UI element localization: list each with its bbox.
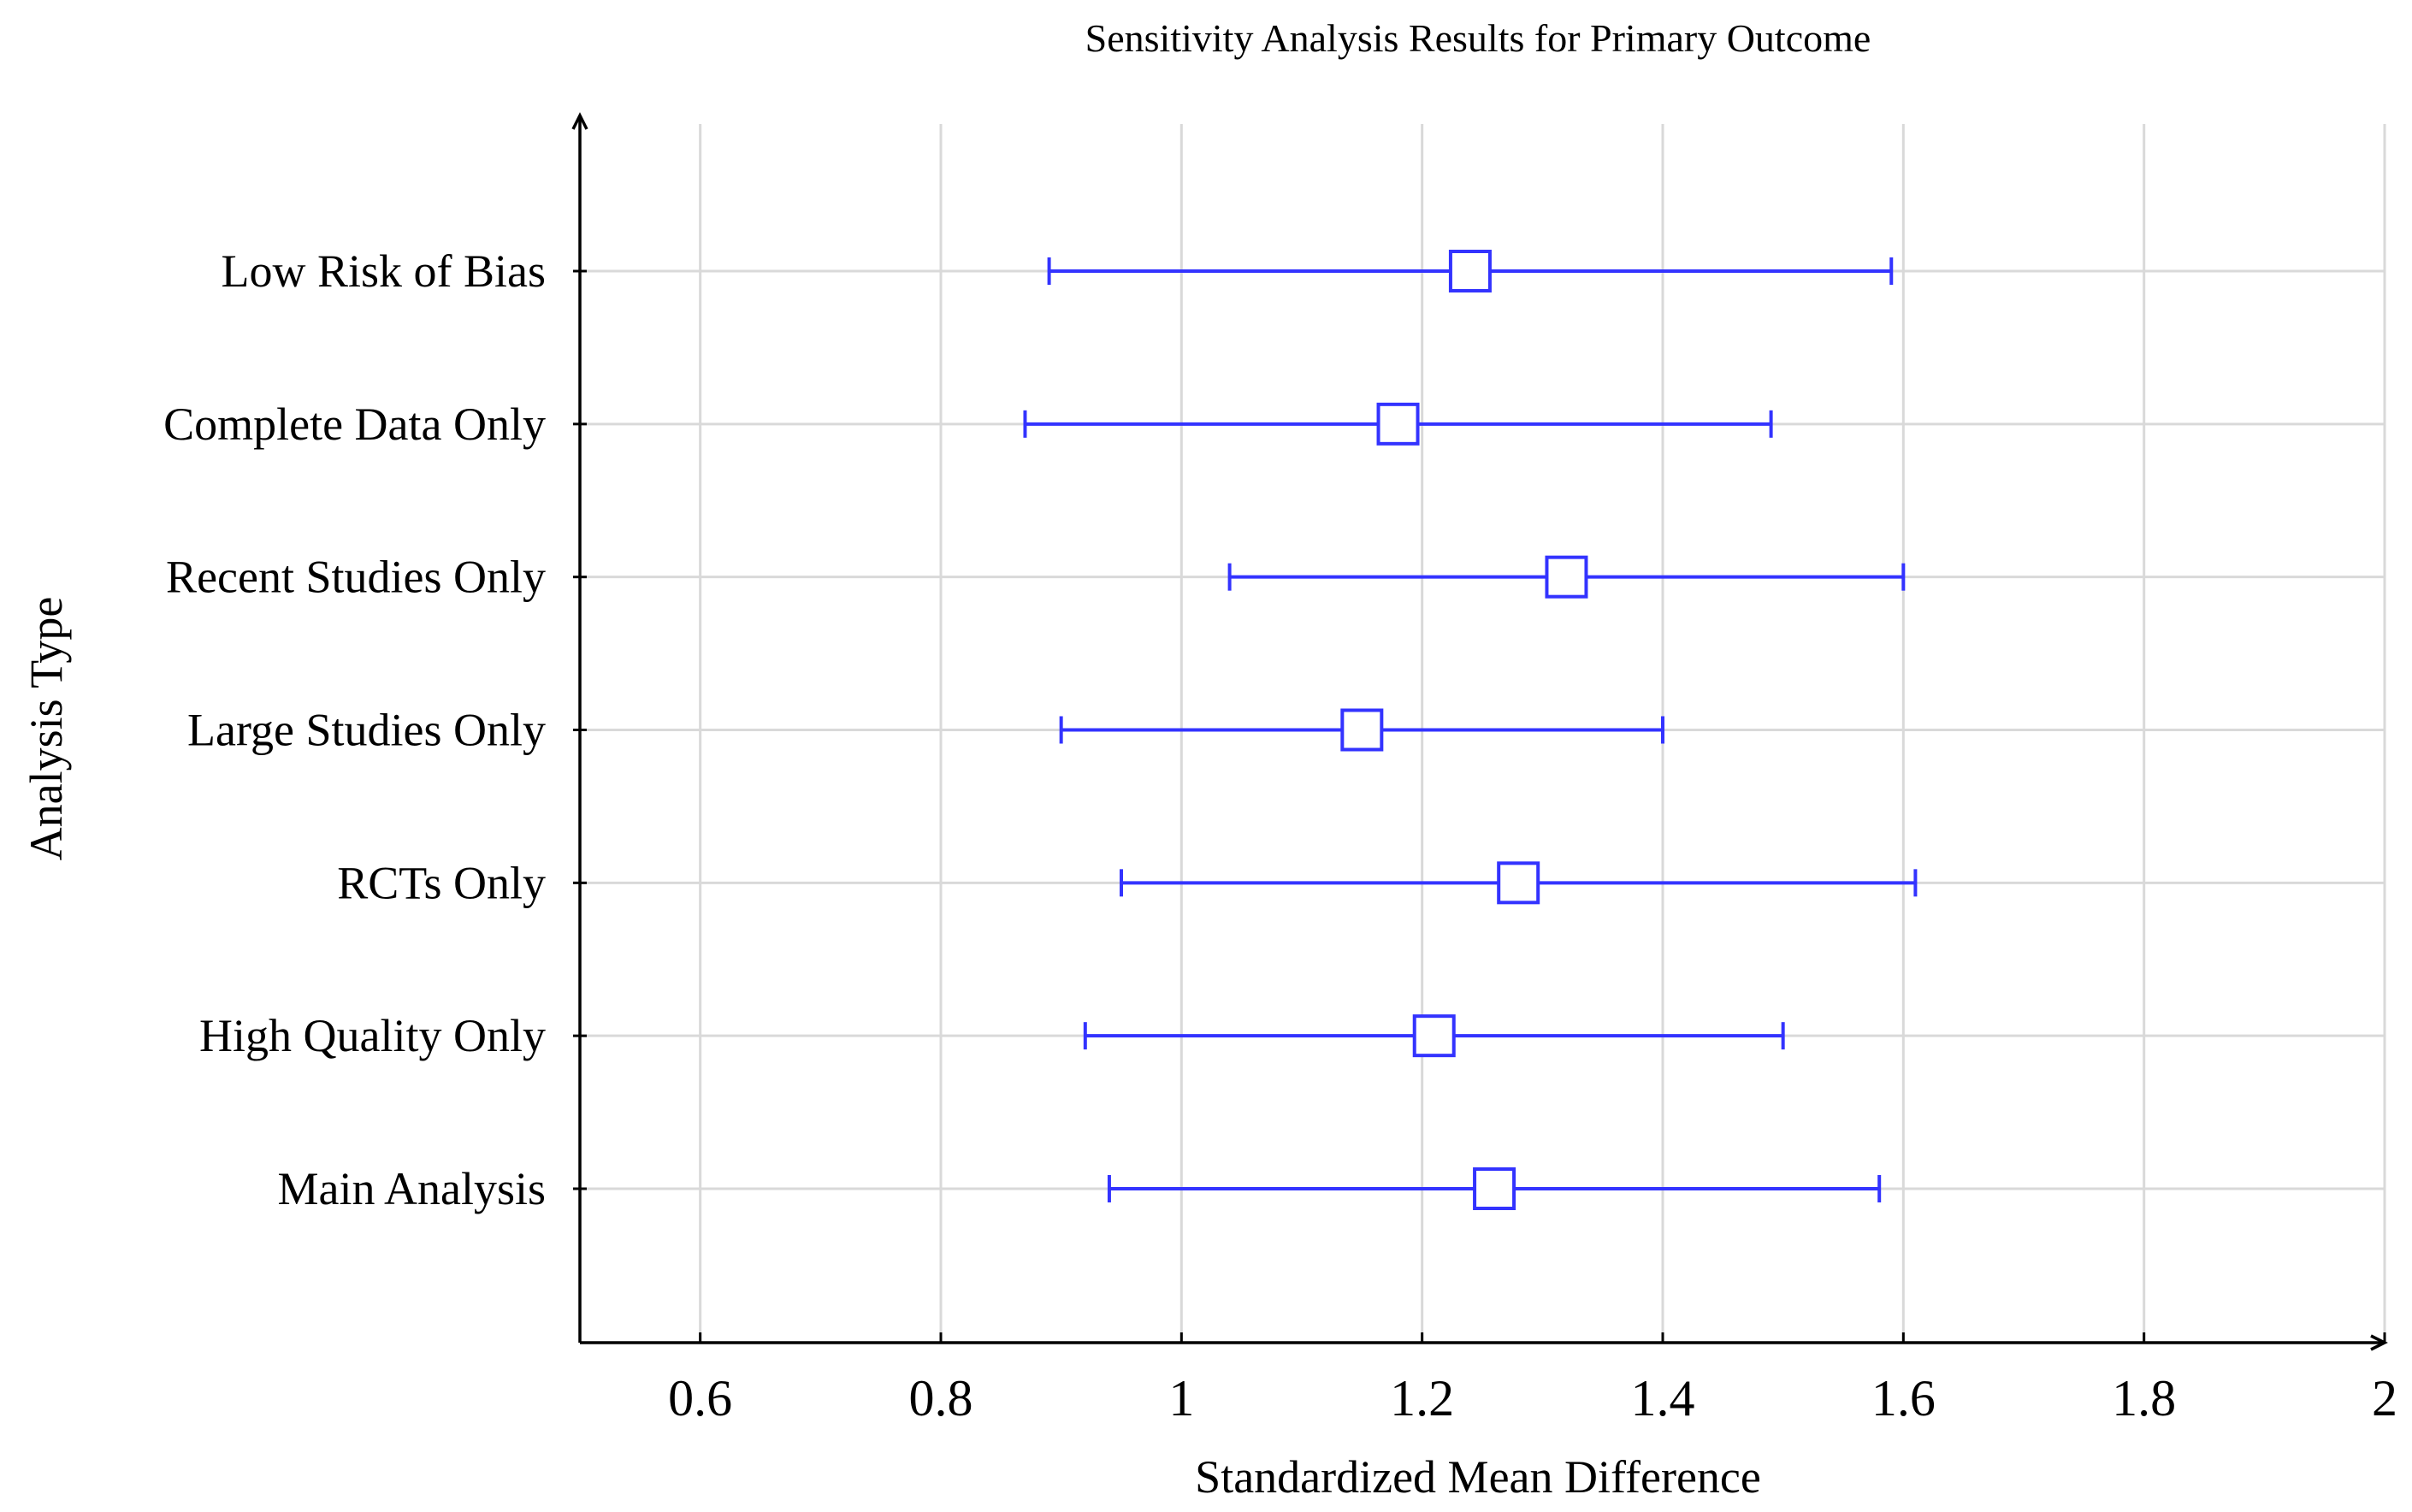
x-tick-label: 0.8 — [909, 1370, 973, 1426]
estimate-row — [1107, 1167, 1882, 1210]
estimate-row — [1120, 861, 1918, 905]
estimate-row — [1047, 250, 1894, 292]
grid — [580, 124, 2386, 1343]
data-marks — [1023, 250, 1918, 1210]
estimate-row — [1059, 708, 1664, 752]
point-estimate-marker — [1545, 555, 1588, 599]
point-estimate-marker — [1376, 402, 1420, 446]
x-axis-label: Standardized Mean Difference — [1195, 1451, 1761, 1503]
point-estimate-marker — [1340, 708, 1384, 752]
category-label: Complete Data Only — [163, 399, 546, 450]
point-estimate-marker — [1497, 861, 1540, 905]
y-axis-arrow — [571, 112, 588, 130]
category-label: Low Risk of Bias — [221, 245, 546, 297]
estimate-row — [1083, 1014, 1785, 1058]
x-tick-label: 0.6 — [668, 1370, 732, 1426]
estimate-row — [1227, 555, 1906, 599]
y-axis-label: Analysis Type — [21, 597, 72, 861]
x-tick-label: 1.6 — [1871, 1370, 1936, 1426]
category-label: High Quality Only — [199, 1010, 546, 1061]
estimate-row — [1023, 402, 1773, 446]
category-label: RCTs Only — [337, 857, 546, 908]
chart-title: Sensitivity Analysis Results for Primary… — [1085, 16, 1871, 60]
category-label: Main Analysis — [277, 1163, 546, 1214]
ticks: 0.6 0.8 1 1.2 1.4 1.6 1.8 2 Main Analysis High Qu… — [163, 245, 2397, 1426]
category-label: Recent Studies Only — [166, 552, 546, 603]
point-estimate-marker — [1448, 250, 1492, 292]
x-tick-label: 1.4 — [1631, 1370, 1695, 1426]
x-tick-label: 1.8 — [2112, 1370, 2176, 1426]
x-tick-label: 1 — [1168, 1370, 1194, 1426]
x-tick-label: 1.2 — [1390, 1370, 1454, 1426]
point-estimate-marker — [1473, 1167, 1516, 1210]
axes — [571, 112, 2388, 1351]
x-tick-label: 2 — [2372, 1370, 2397, 1426]
category-label: Large Studies Only — [187, 705, 546, 756]
point-estimate-marker — [1412, 1014, 1456, 1058]
